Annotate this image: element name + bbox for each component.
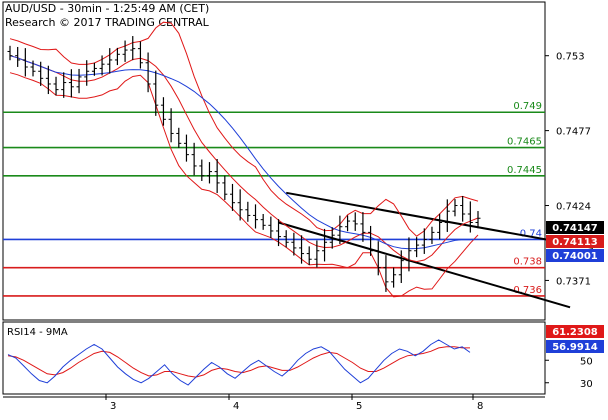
rsi-tick-label: 50: [580, 356, 593, 367]
x-tick-label: 5: [356, 401, 362, 412]
level-label: 0.7445: [507, 165, 542, 176]
x-tick-label: 3: [110, 401, 116, 412]
price-panel-border: [2, 1, 546, 321]
rsi-lines: 30 50: [7, 339, 593, 390]
candlesticks: [7, 36, 481, 292]
moving-average: [9, 55, 479, 250]
channel-lower: [278, 221, 571, 309]
rsi-line: [7, 346, 470, 378]
level-label: 0.749: [513, 101, 542, 112]
bollinger-lower: [9, 72, 479, 298]
time-axis: 3 4 5 8: [3, 394, 545, 412]
price-marker-label: 0.74113: [552, 237, 598, 248]
level-label: 0.74: [520, 228, 542, 239]
price-tick-label: 0.7371: [556, 276, 591, 287]
price-markers: 0.74147 0.74113 0.74001 61.2308 56.9914: [546, 221, 604, 353]
rsi-line: [7, 339, 471, 386]
bollinger-bands: [9, 21, 479, 298]
rsi-marker-box: [546, 325, 604, 338]
level-label: 0.736: [513, 285, 542, 296]
rsi-marker-box: [546, 340, 604, 353]
sma-line: [9, 55, 479, 250]
price-tick-label: 0.7424: [556, 202, 591, 213]
price-marker-box: [546, 235, 604, 248]
level-label: 0.738: [513, 257, 542, 268]
rsi-label: RSI14 - 9MA: [7, 327, 68, 338]
price-marker-box: [546, 221, 604, 234]
rsi-panel-border: [2, 321, 546, 395]
price-marker-label: 0.74001: [552, 251, 598, 262]
price-tick-label: 0.753: [556, 52, 585, 63]
rsi-tick-label: 30: [580, 379, 593, 390]
x-tick-label: 4: [233, 401, 239, 412]
level-lines: 0.749 0.7465 0.7445 0.74 0.738 0.736: [3, 101, 545, 297]
bollinger-upper: [9, 21, 479, 237]
rsi-marker-label: 56.9914: [552, 342, 598, 353]
bollinger-middle: [9, 55, 479, 263]
level-label: 0.7465: [507, 137, 542, 148]
price-marker-box: [546, 249, 604, 262]
price-marker-label: 0.74147: [552, 223, 598, 234]
price-tick-label: 0.7477: [556, 127, 591, 138]
rsi-marker-label: 61.2308: [552, 327, 598, 338]
chart-title: AUD/USD - 30min - 1:25:49 AM (CET): [5, 2, 210, 15]
x-tick-label: 8: [477, 401, 483, 412]
price-axis: 0.7371 0.7424 0.7477 0.753: [545, 52, 591, 287]
